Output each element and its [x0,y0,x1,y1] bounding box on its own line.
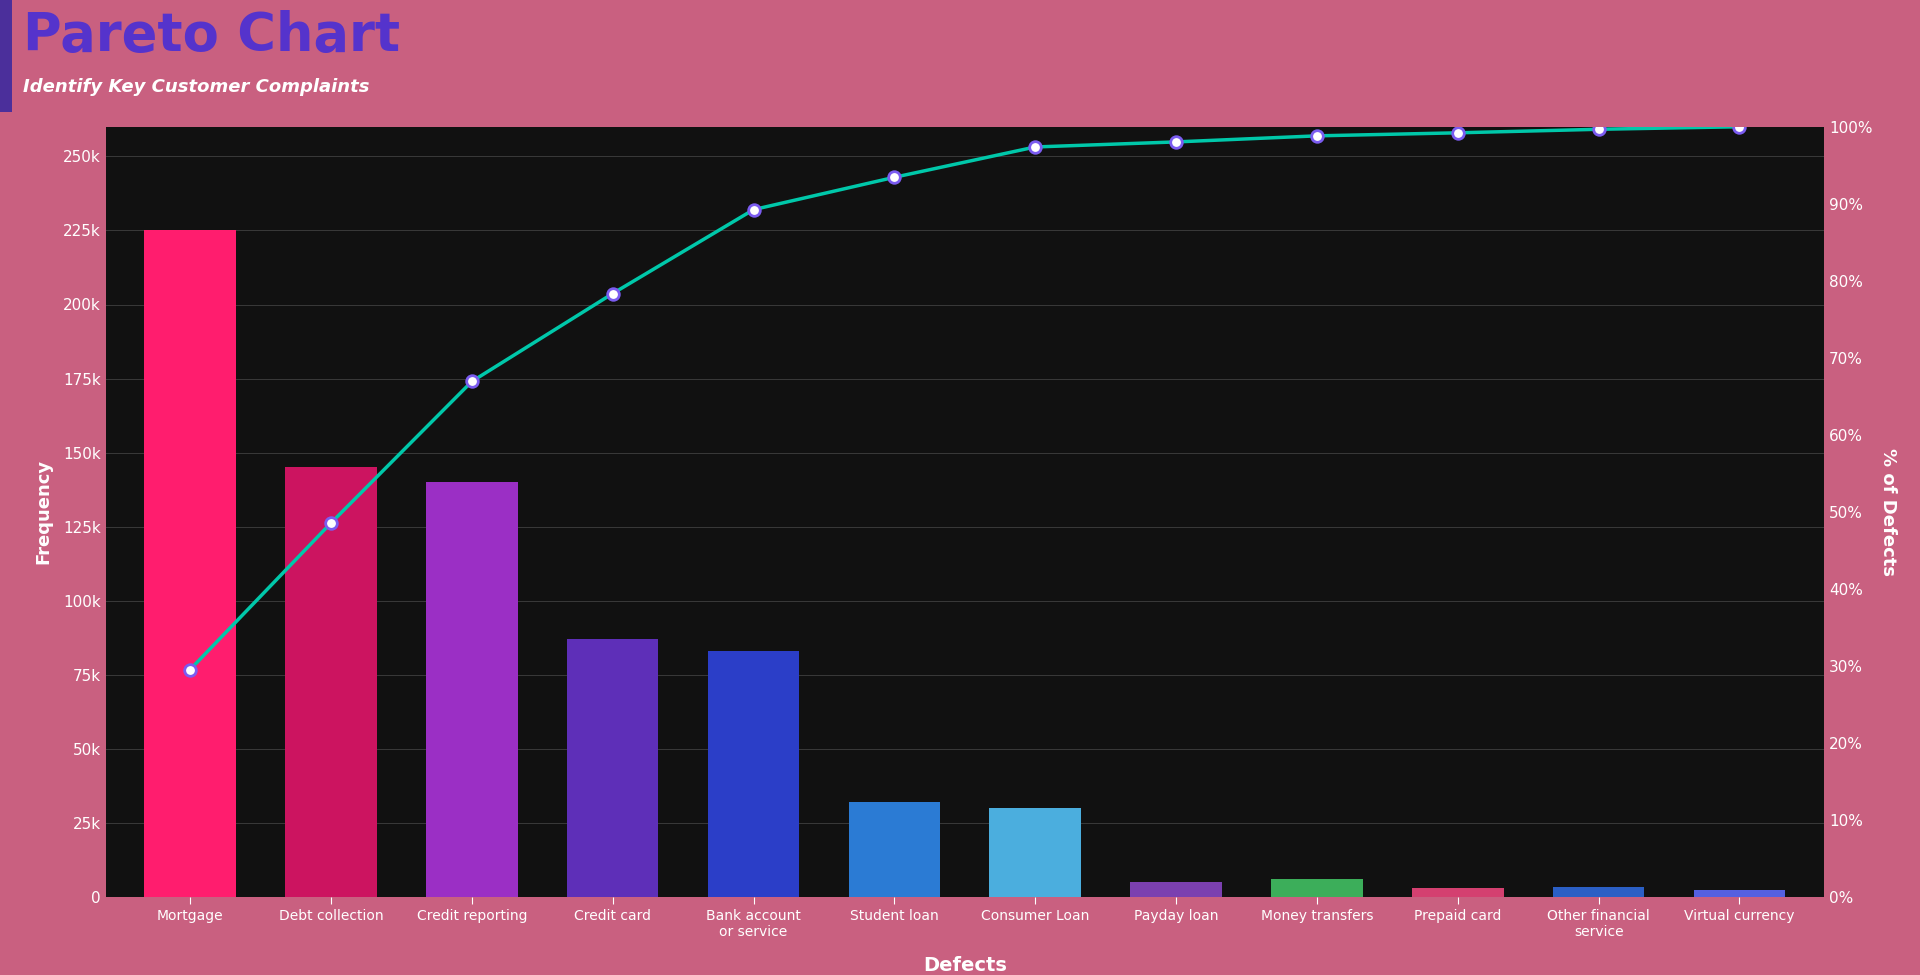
Point [1302,128,1332,143]
Bar [566,640,659,897]
Point [737,202,768,217]
Y-axis label: % of Defects: % of Defects [1880,448,1897,576]
Bar [144,230,236,897]
Bar [849,802,941,897]
Bar [1693,889,1786,897]
Bar [286,467,376,897]
Bar [708,651,799,897]
Bar [1271,879,1363,897]
Text: Pareto Chart: Pareto Chart [23,10,399,61]
Point [1020,139,1050,155]
Point [1442,125,1473,140]
Y-axis label: Frequency: Frequency [35,459,52,565]
Point [597,286,628,301]
X-axis label: Defects: Defects [924,956,1006,975]
Point [879,170,910,185]
Point [1162,135,1192,150]
Text: Identify Key Customer Complaints: Identify Key Customer Complaints [23,78,369,97]
Point [457,373,488,389]
Point [175,662,205,678]
Bar [0,0,12,112]
Bar [426,483,518,897]
Bar [1553,886,1644,897]
Bar [1131,882,1221,897]
Bar [989,808,1081,897]
Point [315,515,346,530]
Bar [1411,888,1503,897]
Point [1724,119,1755,135]
Point [1584,122,1615,137]
